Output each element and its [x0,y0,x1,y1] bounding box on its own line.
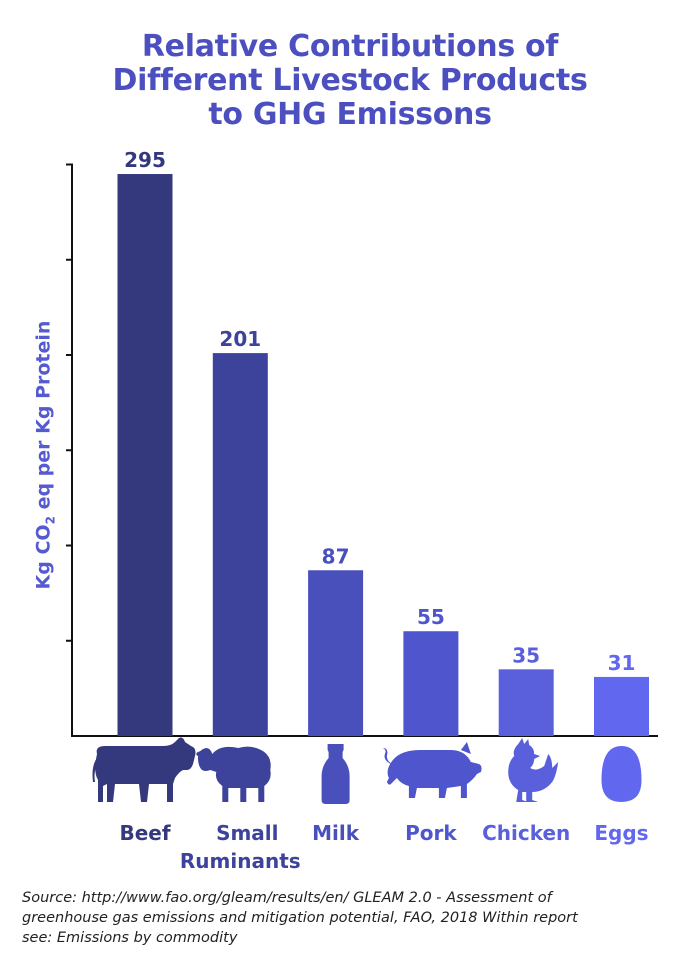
bar-chicken [498,669,554,736]
cow-icon [92,737,196,802]
chicken-icon [508,738,559,802]
bar-eggs [594,676,649,736]
chart-labels: 295 Beef 201 Small Ruminants 87 Milk 55 Pork 35 Ch… [119,148,648,873]
egg-icon [601,746,642,802]
chart-title-line-3: to GHG Emissons [208,97,492,132]
category-label-small-ruminants-line-1: Small [216,821,278,845]
bar-milk [308,570,364,736]
bar-small-ruminants [212,353,268,736]
chart-title-line-2: Different Livestock Products [112,63,588,98]
value-label-eggs: 31 [608,651,636,675]
value-label-beef: 295 [124,148,166,172]
chart-title-line-1: Relative Contributions of [141,29,559,64]
value-label-pork: 55 [417,605,445,629]
source-line-3: see: Emissions by commodity [22,930,238,946]
category-label-chicken-line-1: Chicken [482,821,570,845]
category-label-beef-line-1: Beef [119,821,170,845]
category-label-eggs-line-1: Eggs [594,821,648,845]
source-line-1: Source: http://www.fao.org/gleam/results… [22,890,552,906]
category-icons [92,737,642,804]
sheep-icon [196,746,271,802]
bar-pork [403,631,459,736]
source-note: Source: http://www.fao.org/gleam/results… [22,888,662,948]
milk-bottle-icon [321,744,350,804]
value-label-small-ruminants: 201 [219,327,261,351]
value-label-chicken: 35 [512,643,540,667]
bar-beef [117,174,173,736]
source-line-2: greenhouse gas emissions and mitigation … [22,910,578,926]
value-label-milk: 87 [322,544,350,568]
category-label-pork-line-1: Pork [405,821,457,845]
category-label-small-ruminants-line-2: Ruminants [180,849,301,873]
chart-bars [117,174,649,736]
pig-icon [382,742,482,798]
category-label-milk-line-1: Milk [312,821,360,845]
